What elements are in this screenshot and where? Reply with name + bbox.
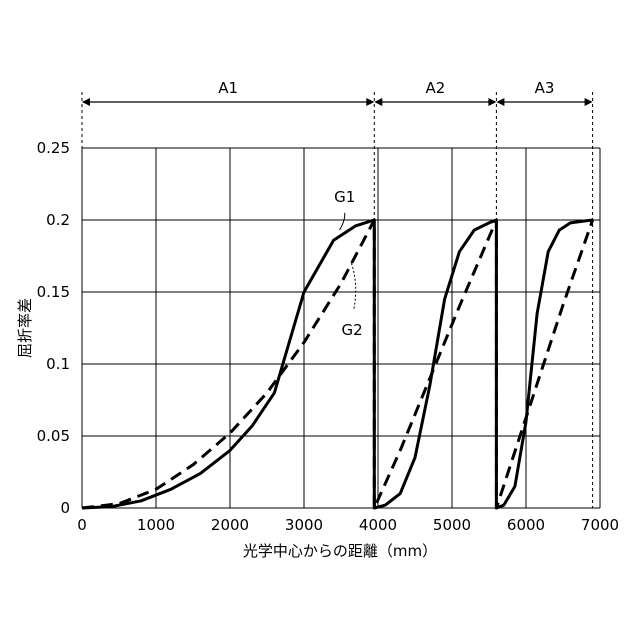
series-labels: G1 G2	[334, 188, 363, 339]
y-tick-label: 0	[60, 499, 70, 517]
x-tick-label: 0	[77, 516, 87, 534]
leader-line-g1	[340, 213, 345, 230]
y-tick-label: 0.1	[46, 355, 70, 373]
series-label-g1: G1	[334, 188, 355, 206]
region-label: A1	[218, 79, 238, 97]
region-arrow-head-right	[366, 98, 374, 106]
series-label-g2: G2	[342, 321, 363, 339]
region-arrow-head-right	[585, 98, 593, 106]
region-arrow-head-left	[82, 98, 90, 106]
region-arrow-head-left	[496, 98, 504, 106]
leader-line-g2	[351, 263, 355, 311]
region-arrow-head-right	[488, 98, 496, 106]
x-tick-label: 1000	[137, 516, 175, 534]
y-tick-label: 0.05	[37, 427, 70, 445]
x-tick-label: 3000	[285, 516, 323, 534]
y-axis-label: 屈折率差	[16, 298, 34, 358]
y-tick-label: 0.25	[37, 139, 70, 157]
region-label: A2	[425, 79, 445, 97]
x-tick-label: 5000	[433, 516, 471, 534]
x-tick-label: 4000	[359, 516, 397, 534]
axes: 0 1000 2000 3000 4000 5000 6000 7000 0 0.05 0.1 0.1…	[37, 139, 620, 534]
x-axis-label: 光学中心からの距離（mm）	[243, 542, 437, 560]
region-markers: A1 A2 A3	[82, 79, 593, 508]
region-label: A3	[535, 79, 555, 97]
y-tick-label: 0.15	[37, 283, 70, 301]
x-tick-label: 6000	[507, 516, 545, 534]
x-tick-label: 2000	[211, 516, 249, 534]
y-tick-label: 0.2	[46, 211, 70, 229]
x-tick-label: 7000	[581, 516, 619, 534]
region-arrow-head-left	[374, 98, 382, 106]
